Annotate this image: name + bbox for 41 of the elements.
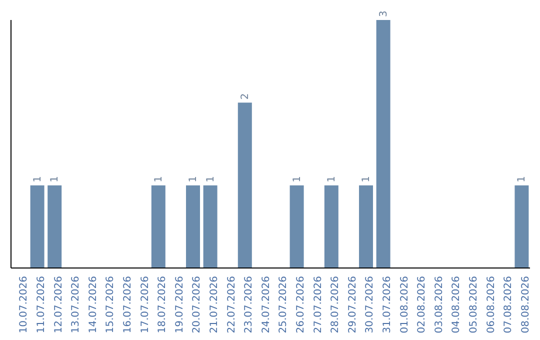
x-tick-label: 27.07.2026 (312, 276, 324, 334)
data-label: 1 (188, 176, 199, 182)
data-label: 1 (50, 176, 61, 182)
x-tick-label: 23.07.2026 (244, 276, 255, 334)
x-tick-label: 13.07.2026 (70, 276, 82, 334)
x-tick-label: 21.07.2026 (209, 276, 220, 334)
x-tick-label: 30.07.2026 (364, 276, 376, 334)
x-tick-label: 29.07.2026 (347, 276, 358, 334)
x-tick-label: 28.07.2026 (330, 276, 342, 334)
x-tick-label: 06.08.2026 (486, 276, 497, 334)
x-tick-label: 31.07.2026 (382, 276, 394, 334)
data-label: 1 (361, 176, 372, 182)
x-tick-label: 25.07.2026 (278, 276, 290, 334)
x-tick-label: 14.07.2026 (88, 276, 99, 334)
x-tick-label: 03.08.2026 (434, 276, 445, 334)
x-tick-label: 12.07.2026 (53, 276, 64, 334)
data-label: 1 (153, 176, 164, 182)
x-tick-label: 17.07.2026 (140, 276, 151, 334)
data-label: 1 (32, 176, 44, 182)
x-tick-label: 10.07.2026 (18, 276, 30, 334)
x-tick-label: 22.07.2026 (226, 276, 238, 334)
x-tick-label: 01.08.2026 (399, 276, 410, 334)
x-tick-label: 15.07.2026 (105, 276, 116, 334)
x-tick-label: 19.07.2026 (174, 276, 186, 334)
data-label: 3 (378, 10, 390, 17)
x-tick-label: 04.08.2026 (451, 276, 462, 334)
data-label: 1 (326, 176, 338, 182)
x-tick-label: 24.07.2026 (260, 276, 272, 334)
x-tick-label: 16.07.2026 (122, 276, 134, 334)
x-tick-label: 20.07.2026 (192, 276, 203, 334)
data-label: 2 (240, 93, 251, 100)
x-tick-label: 02.08.2026 (416, 276, 428, 334)
data-label: 1 (205, 176, 216, 182)
data-label: 1 (292, 176, 303, 182)
x-tick-label: 05.08.2026 (468, 276, 480, 334)
x-tick-label: 26.07.2026 (296, 276, 307, 334)
x-tick-label: 11.07.2026 (36, 276, 48, 334)
x-tick-label: 08.08.2026 (520, 276, 532, 334)
x-tick-label: 18.07.2026 (157, 276, 168, 334)
x-tick-label: 07.08.2026 (503, 276, 514, 334)
data-label: 1 (516, 176, 528, 182)
